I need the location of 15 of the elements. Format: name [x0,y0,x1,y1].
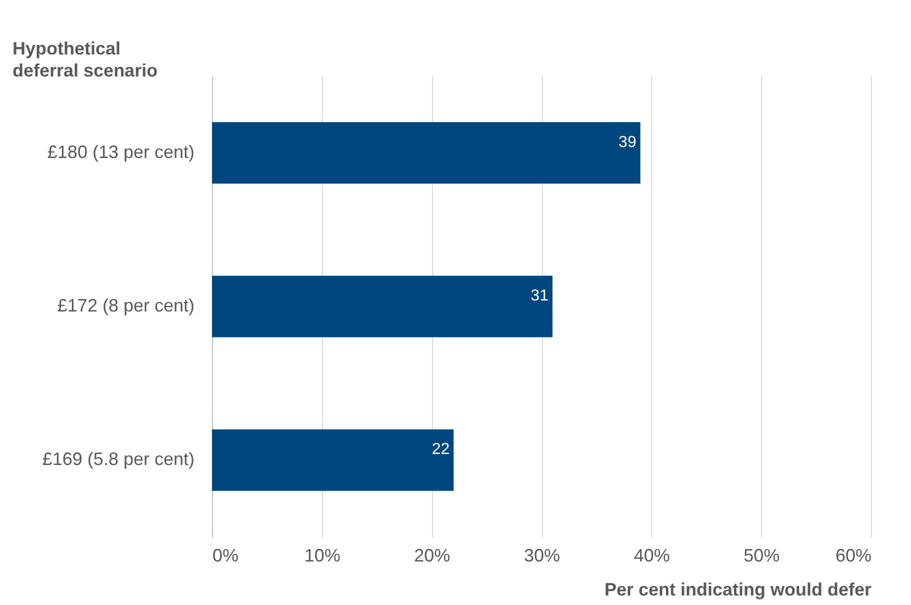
x-tick-label: 40% [634,546,670,566]
data-label: 39 [618,134,636,151]
x-tick-label: 60% [835,546,872,566]
x-axis-title: Per cent indicating would defer [604,580,872,600]
y-tick-label: £172 (8 per cent) [57,296,194,316]
x-tick-label: 0% [212,546,239,566]
data-label: 22 [432,441,450,458]
y-tick-label: £169 (5.8 per cent) [42,449,194,470]
x-tick-label: 50% [744,546,780,566]
x-tick-label: 20% [414,546,450,566]
x-tick-label: 10% [304,546,340,566]
y-tick-label: £180 (13 per cent) [47,142,194,162]
y-axis-title: Hypothetical deferral scenario [12,38,158,80]
data-label: 31 [530,288,549,304]
x-tick-label: 30% [524,546,560,566]
